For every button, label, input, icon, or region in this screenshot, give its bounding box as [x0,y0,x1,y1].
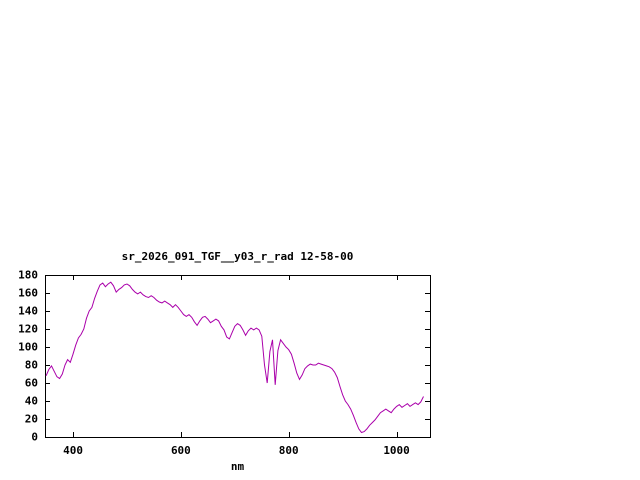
y-tick-label: 180 [18,268,38,282]
y-tick-label: 40 [24,394,38,408]
x-tick-label: 400 [63,444,83,457]
x-axis-label: nm [230,460,245,473]
chart-title: sr_2026_091_TGF__y03_r_rad 12-58-00 [121,250,354,263]
y-tick-label: 160 [18,286,38,300]
y-tick-label: 120 [18,322,38,336]
y-tick-label: 100 [18,340,38,354]
y-tick-label: 80 [24,358,38,372]
y-tick-label: 20 [24,412,38,426]
y-tick-label: 60 [24,376,38,390]
data-line [45,281,424,434]
x-tick-label: 800 [278,444,299,457]
plot-border [45,275,431,438]
y-tick-label: 0 [31,430,38,444]
x-tick-label: 600 [170,444,191,457]
x-tick-label: 1000 [383,444,410,457]
y-tick-label: 140 [18,304,38,318]
